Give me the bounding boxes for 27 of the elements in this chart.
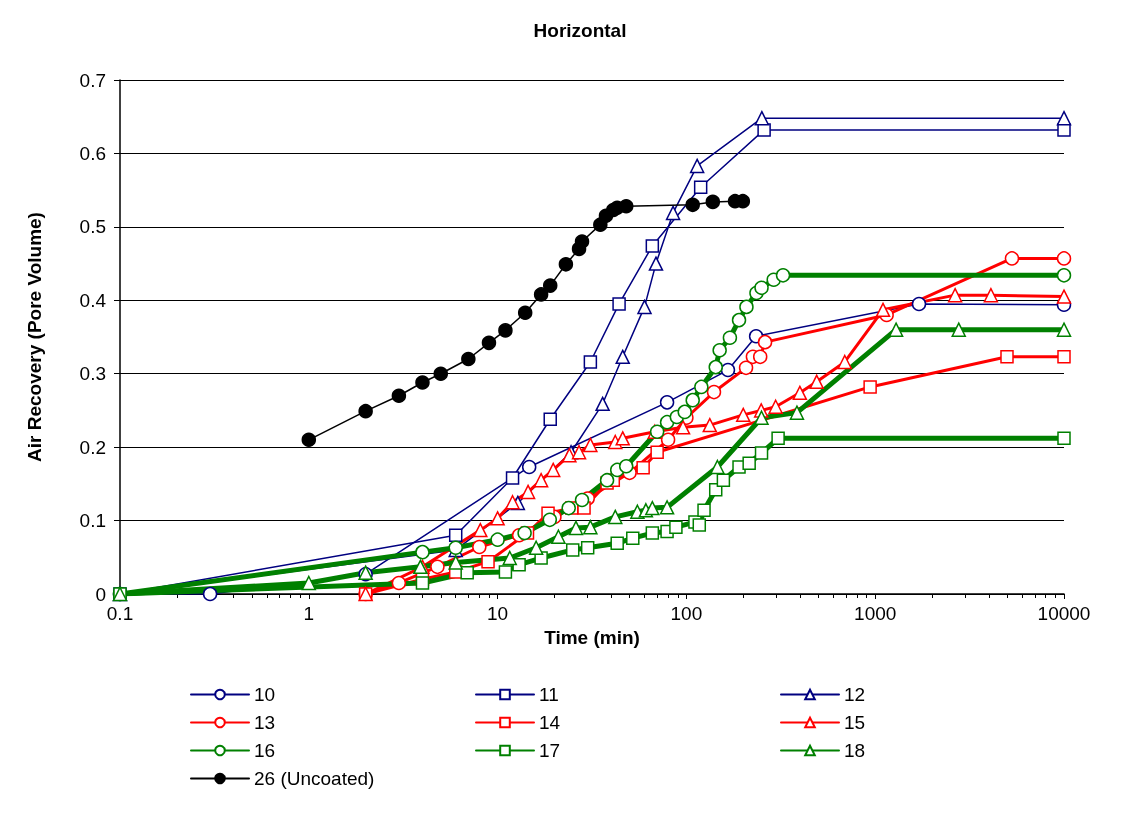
y-tick-label: 0.5 <box>79 216 106 238</box>
y-tick-label: 0.1 <box>79 510 106 532</box>
y-tick-label: 0.7 <box>79 69 106 91</box>
x-axis-title: Time (min) <box>544 627 640 648</box>
y-tick-label: 0.4 <box>79 289 107 311</box>
x-tick-label: 0.1 <box>106 603 134 624</box>
legend-label: 18 <box>844 740 866 761</box>
x-tick-label: 1000 <box>854 603 897 624</box>
legend-label: 10 <box>254 684 276 705</box>
y-tick-label: 0.6 <box>79 142 106 164</box>
legend-label: 26 (Uncoated) <box>254 768 375 789</box>
y-tick-label: 0.2 <box>79 436 106 458</box>
legend-label: 15 <box>844 712 866 733</box>
chart-title: Horizontal <box>533 20 627 41</box>
legend-label: 11 <box>539 684 559 705</box>
legend-label: 12 <box>844 684 866 705</box>
x-tick-label: 1 <box>303 603 315 624</box>
legend-label: 17 <box>539 740 561 761</box>
y-axis-title: Air Recovery (Pore Volume) <box>24 212 45 462</box>
x-tick-label: 10 <box>487 603 509 624</box>
legend-label: 16 <box>254 740 276 761</box>
y-tick-label: 0 <box>95 583 106 605</box>
x-tick-label: 10000 <box>1037 603 1091 624</box>
y-tick-label: 0.3 <box>79 363 106 385</box>
legend-label: 13 <box>254 712 276 733</box>
legend-label: 14 <box>539 712 561 733</box>
x-tick-label: 100 <box>670 603 703 624</box>
